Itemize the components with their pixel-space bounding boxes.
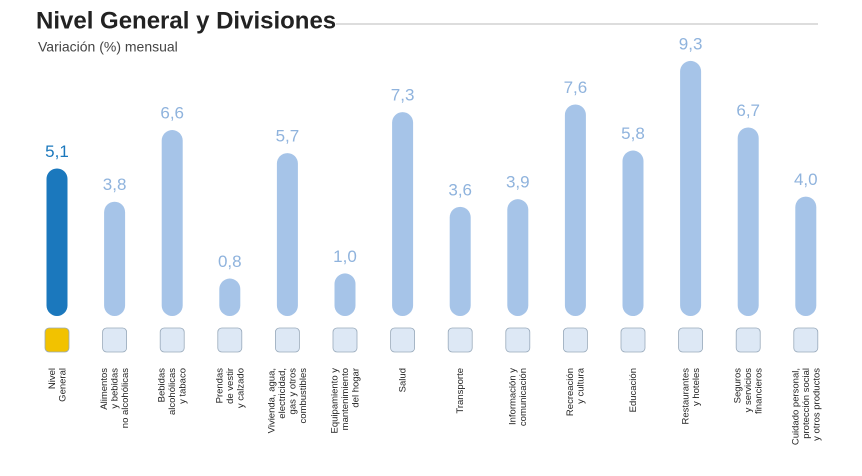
category-icon [793,327,819,353]
value-label: 6,6 [160,104,184,123]
category-icon [274,327,300,353]
value-label: 7,6 [564,78,588,97]
value-label: 5,8 [621,124,645,143]
x-tick-label: Alimentosy bebidasno alcohólicas [99,368,131,428]
bar [507,199,529,316]
value-label: 1,0 [333,247,357,266]
x-tick-label: Recreacióny cultura [565,367,587,416]
x-tick-label: Prendasde vestiry calzado [214,368,246,408]
category-icon [447,327,473,353]
value-label: 6,7 [736,101,760,120]
bar [161,130,183,316]
x-tick-label: Información ycomunicación [508,368,530,426]
bar [104,201,126,316]
x-tick-label: NivelGeneral [47,368,69,402]
bar [46,168,68,316]
x-tick-label: Cuidado personal,protección socialy otro… [790,368,822,445]
bar [392,112,414,317]
bar [276,153,298,316]
bar [564,104,586,316]
chart-subtitle: Variación (%) mensual [38,39,178,55]
category-icon [44,327,70,353]
bar [334,273,356,316]
category-icon [217,327,243,353]
category-icon [159,327,185,353]
x-tick-label: Restaurantesy hoteles [680,368,702,425]
category-icon [563,327,588,353]
category-icon [332,327,358,353]
x-tick-label: Transporte [455,368,466,414]
category-icon [620,327,646,353]
x-tick-label: Equipamiento ymantenimientodel hogar [330,368,362,434]
value-label: 3,8 [103,175,127,194]
x-tick-label: Vivienda, agua,electricidad,gas y otrosc… [267,368,310,434]
category-icon [735,327,761,353]
category-icon [390,327,416,353]
x-tick-label: Bebidasalcohólicasy tabaco [157,368,189,415]
value-label: 4,0 [794,170,818,189]
category-icon [102,327,127,353]
x-tick-label: Segurosy serviciosfinancieros [733,368,765,414]
bar [219,278,241,316]
value-label: 3,6 [448,180,472,199]
x-tick-label: Educación [628,368,639,412]
category-icon [505,327,531,353]
value-label: 5,1 [45,142,69,161]
category-icon [678,327,703,353]
bar [622,150,644,316]
bar [737,127,759,316]
value-label: 0,8 [218,252,242,271]
value-label: 5,7 [276,127,300,146]
chart-title: Nivel General y Divisiones [36,7,336,34]
value-label: 9,3 [679,34,703,53]
bar [680,60,702,316]
bar [795,196,817,316]
value-label: 3,9 [506,173,530,192]
x-tick-label: Salud [398,368,409,392]
value-label: 7,3 [391,86,415,105]
bar [449,206,471,316]
